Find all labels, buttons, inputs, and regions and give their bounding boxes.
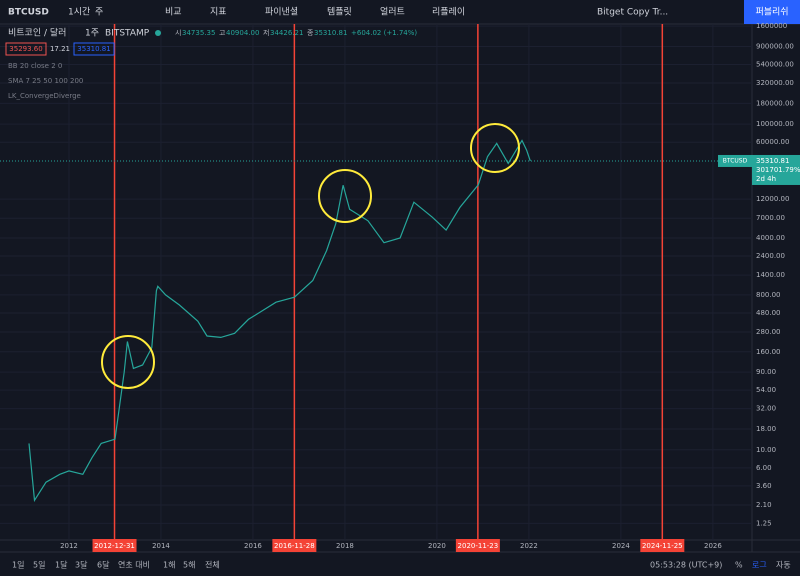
clock: 05:53:28 (UTC+9)	[650, 561, 722, 570]
y-tick-label: 280.00	[756, 328, 781, 336]
log-toggle[interactable]: 로그	[752, 561, 767, 570]
x-tick-label: 2026	[704, 542, 722, 550]
x-tick-label: 2020	[428, 542, 446, 550]
period-button[interactable]: 1해	[163, 560, 175, 570]
ohlc-value: 35310.81	[314, 29, 347, 37]
publish-label[interactable]: 퍼블리쉬	[755, 7, 788, 18]
y-tick-label: 12000.00	[756, 195, 789, 203]
y-tick-label: 1400.00	[756, 271, 785, 279]
change-badge-label: 301701.79%	[756, 166, 800, 174]
y-tick-label: 320000.00	[756, 79, 794, 87]
y-tick-label: 2400.00	[756, 252, 785, 260]
toolbar-item[interactable]: 파이낸셜	[265, 7, 298, 18]
period-button[interactable]: 1일	[12, 561, 24, 570]
status-dot	[155, 30, 161, 36]
marker-label: 2012-12-31	[94, 542, 135, 550]
y-tick-label: 2.10	[756, 501, 772, 509]
x-tick-label: 2012	[60, 542, 78, 550]
symbol-badge-label: BTCUSD	[723, 157, 748, 164]
indicator[interactable]: SMA 7 25 50 100 200	[8, 77, 83, 85]
y-tick-label: 180000.00	[756, 99, 794, 107]
marker-label: 2020-11-23	[458, 542, 499, 550]
y-tick-label: 1600000	[756, 22, 787, 30]
y-tick-label: 800.00	[756, 291, 781, 299]
ask: 35310.81	[77, 45, 110, 53]
x-tick-label: 2024	[612, 542, 630, 550]
period-button[interactable]: 1달	[55, 561, 68, 570]
ohlc-label: 종	[307, 29, 314, 37]
auto-toggle[interactable]: 자동	[776, 561, 791, 570]
symbol-badge	[718, 154, 752, 167]
highlight-circle	[101, 335, 155, 389]
highlight-circle	[470, 123, 520, 173]
y-tick-label: 32.00	[756, 405, 776, 413]
marker-label-box	[272, 539, 317, 552]
y-tick-label: 480.00	[756, 309, 781, 317]
x-tick-label: 2014	[152, 542, 170, 550]
legend-exchange: BITSTAMP	[105, 29, 150, 39]
marker-label-box	[640, 539, 685, 552]
period-button[interactable]: 5해	[183, 560, 195, 570]
x-tick-label: 2018	[336, 542, 354, 550]
y-tick-label: 1.25	[756, 519, 772, 527]
y-tick-label: 3.60	[756, 482, 772, 490]
y-tick-label: 54.00	[756, 386, 776, 394]
y-tick-label: 7000.00	[756, 214, 785, 222]
y-tick-label: 540000.00	[756, 61, 794, 69]
bid-box	[5, 42, 47, 56]
toolbar-item[interactable]: 템플릿	[327, 6, 352, 18]
x-tick-label: 2016	[244, 542, 262, 550]
ohlc-label: 저	[263, 28, 269, 37]
ohlc-label: 시	[175, 29, 181, 37]
toolbar-item[interactable]: 지표	[210, 7, 227, 18]
period-button[interactable]: 6달	[97, 561, 110, 570]
y-tick-label: 18.00	[756, 425, 776, 433]
legend-title: 비트코인 / 달러	[8, 27, 66, 39]
y-tick-label: 900000.00	[756, 42, 794, 50]
toolbar-item[interactable]: 주	[95, 7, 103, 18]
publish-button[interactable]	[744, 0, 800, 24]
y-tick-label: 4000.00	[756, 234, 785, 242]
percent-toggle[interactable]: %	[735, 561, 743, 570]
change: +604.02 (+1.74%)	[351, 29, 417, 37]
ask-box	[73, 42, 115, 56]
period-button[interactable]: 연초 대비	[118, 561, 150, 570]
price-line	[28, 139, 531, 503]
x-tick-label: 2022	[520, 542, 538, 550]
y-tick-label: 100000.00	[756, 120, 794, 128]
y-tick-label: 10.00	[756, 446, 776, 454]
bid: 35293.60	[9, 45, 42, 53]
period-button[interactable]: 3달	[75, 561, 88, 570]
ohlc-value: 40904.00	[226, 29, 259, 37]
price-badge-label: 35310.81	[756, 157, 789, 165]
ohlc-label: 고	[219, 29, 226, 37]
toolbar-item[interactable]: Bitget Copy Tr...	[597, 8, 668, 18]
marker-label-box	[92, 539, 137, 552]
indicator[interactable]: LK_ConvergeDiverge	[8, 92, 81, 100]
y-tick-label: 90.00	[756, 368, 776, 376]
ohlc-value: 34735.35	[182, 29, 215, 37]
toolbar-item[interactable]: 리플레이	[432, 7, 465, 18]
toolbar	[0, 0, 800, 24]
toolbar-item[interactable]: 1시간	[68, 7, 90, 18]
indicator[interactable]: BB 20 close 2 0	[8, 62, 62, 70]
price-badge	[752, 154, 800, 185]
spread: 17.21	[50, 45, 70, 53]
y-tick-label: 60000.00	[756, 138, 789, 146]
highlight-circle	[318, 169, 372, 223]
marker-label: 2016-11-28	[274, 542, 315, 550]
countdown-label: 2d 4h	[756, 175, 776, 183]
legend-interval: 1주	[85, 28, 99, 39]
toolbar-item[interactable]: 비교	[165, 7, 182, 18]
symbol[interactable]: BTCUSD	[8, 8, 49, 18]
y-tick-label: 160.00	[756, 348, 781, 356]
y-tick-label: 6.00	[756, 464, 772, 472]
period-button[interactable]: 전체	[205, 560, 220, 570]
marker-label-box	[455, 539, 500, 552]
ohlc-value: 34426.21	[270, 29, 303, 37]
period-button[interactable]: 5일	[33, 561, 45, 570]
toolbar-item[interactable]: 얼러트	[380, 7, 405, 18]
marker-label: 2024-11-25	[642, 542, 683, 550]
